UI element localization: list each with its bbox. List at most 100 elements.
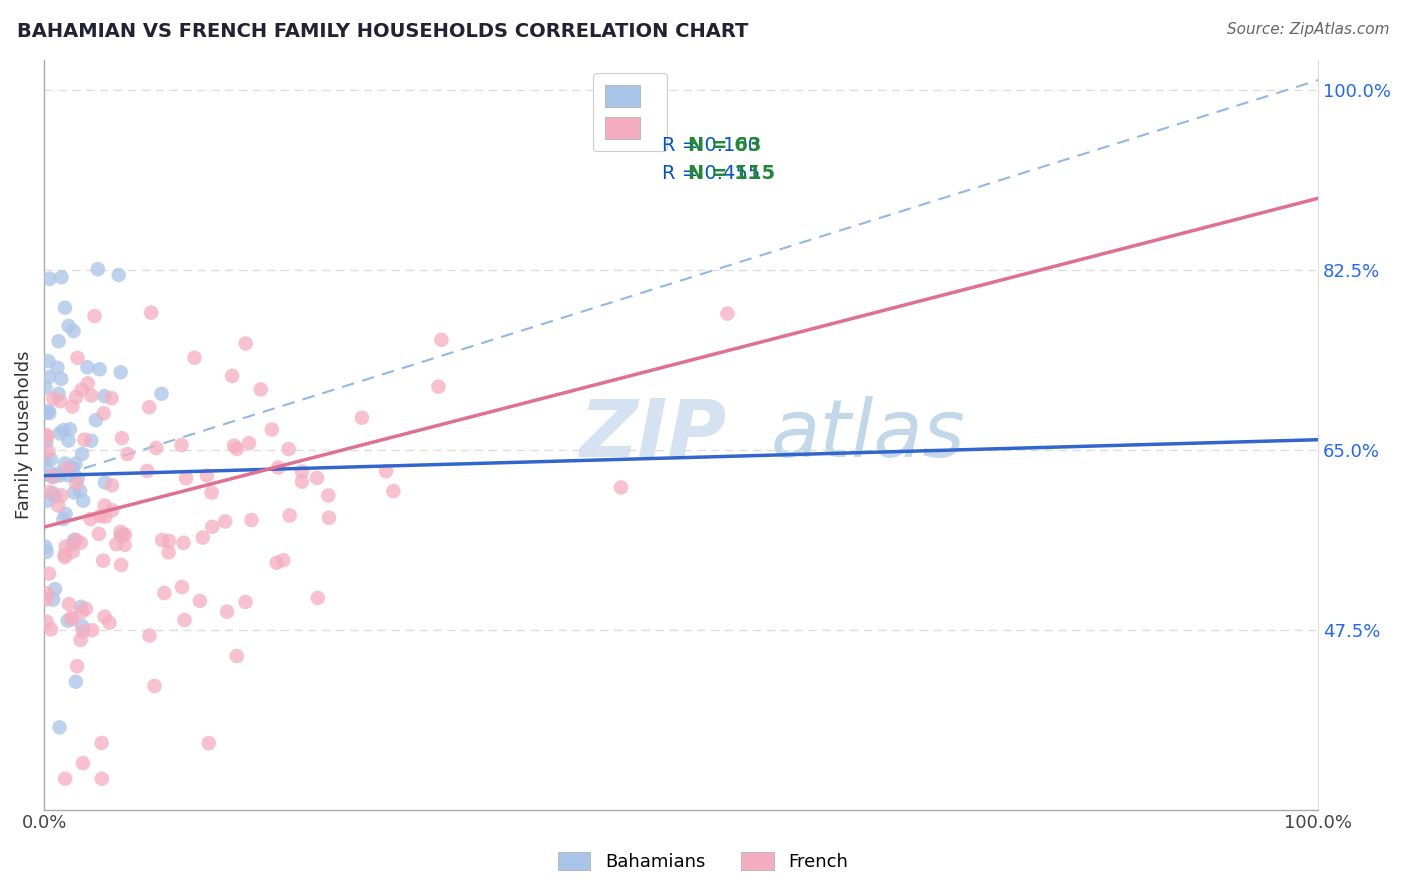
Point xyxy=(110,529,132,543)
Text: Source: ZipAtlas.com: Source: ZipAtlas.com xyxy=(1226,22,1389,37)
Point xyxy=(34,406,56,420)
Point xyxy=(35,434,58,449)
Text: N = 63: N = 63 xyxy=(688,136,762,154)
Point xyxy=(44,489,66,503)
Point xyxy=(170,580,193,594)
Point xyxy=(157,545,180,559)
Point xyxy=(76,376,98,391)
Point xyxy=(34,452,56,467)
Point xyxy=(101,503,124,517)
Text: BAHAMIAN VS FRENCH FAMILY HOUSEHOLDS CORRELATION CHART: BAHAMIAN VS FRENCH FAMILY HOUSEHOLDS COR… xyxy=(17,22,748,41)
Point xyxy=(46,499,69,513)
Point xyxy=(34,540,56,554)
Point xyxy=(375,464,398,478)
Point xyxy=(90,772,112,786)
Point xyxy=(145,441,167,455)
Point xyxy=(214,515,236,529)
Point xyxy=(38,465,60,479)
Point xyxy=(39,623,62,637)
Point xyxy=(114,538,136,552)
Point xyxy=(117,447,139,461)
Point xyxy=(60,612,83,626)
Point xyxy=(60,610,83,624)
Point xyxy=(72,624,94,639)
Point xyxy=(271,553,294,567)
Point xyxy=(94,509,117,524)
Point xyxy=(157,533,180,548)
Point xyxy=(138,629,160,643)
Point xyxy=(277,442,299,456)
Point xyxy=(72,756,94,771)
Point xyxy=(39,452,62,467)
Text: R = 0.100: R = 0.100 xyxy=(662,136,761,154)
Point xyxy=(72,493,94,508)
Point xyxy=(51,270,73,285)
Point xyxy=(76,360,98,375)
Point xyxy=(235,595,257,609)
Point xyxy=(49,468,72,483)
Point xyxy=(91,554,114,568)
Point xyxy=(716,307,738,321)
Point xyxy=(35,430,58,444)
Point xyxy=(382,484,405,499)
Point xyxy=(80,434,103,448)
Point xyxy=(94,475,117,490)
Point xyxy=(93,406,115,420)
Point xyxy=(278,508,301,523)
Point xyxy=(63,533,86,547)
Point xyxy=(197,736,219,750)
Point xyxy=(55,507,77,521)
Point xyxy=(62,461,84,475)
Point xyxy=(48,334,70,349)
Point xyxy=(41,469,63,483)
Point xyxy=(201,485,224,500)
Point xyxy=(70,447,93,461)
Point xyxy=(79,512,101,526)
Point xyxy=(430,333,453,347)
Text: N = 115: N = 115 xyxy=(688,164,775,183)
Point xyxy=(291,465,314,479)
Point xyxy=(66,471,89,485)
Point xyxy=(610,480,633,494)
Point xyxy=(37,354,59,368)
Point xyxy=(58,468,80,483)
Point xyxy=(240,513,263,527)
Point xyxy=(70,619,93,633)
Point xyxy=(291,475,314,489)
Point xyxy=(56,614,79,628)
Point xyxy=(350,410,373,425)
Point xyxy=(136,464,159,478)
Point xyxy=(83,309,105,323)
Point xyxy=(38,370,60,384)
Point xyxy=(87,262,110,277)
Point xyxy=(170,438,193,452)
Point xyxy=(82,624,104,638)
Point xyxy=(69,536,91,550)
Point xyxy=(70,599,93,614)
Point xyxy=(173,613,195,627)
Point xyxy=(69,483,91,498)
Point xyxy=(65,390,87,404)
Point xyxy=(51,488,73,502)
Point xyxy=(44,582,66,596)
Point xyxy=(188,594,211,608)
Point xyxy=(56,461,79,475)
Point xyxy=(84,413,107,427)
Point xyxy=(195,468,218,483)
Point xyxy=(307,471,329,485)
Point xyxy=(42,392,65,406)
Point xyxy=(89,362,111,376)
Point xyxy=(318,510,340,524)
Point xyxy=(260,423,283,437)
Text: atlas: atlas xyxy=(770,395,965,474)
Point xyxy=(427,379,450,393)
Point xyxy=(139,305,162,319)
Point xyxy=(38,566,60,581)
Point xyxy=(46,467,69,481)
Point xyxy=(37,404,59,418)
Point xyxy=(235,336,257,351)
Point xyxy=(110,524,132,539)
Point xyxy=(48,387,70,401)
Point xyxy=(201,520,224,534)
Point xyxy=(69,632,91,647)
